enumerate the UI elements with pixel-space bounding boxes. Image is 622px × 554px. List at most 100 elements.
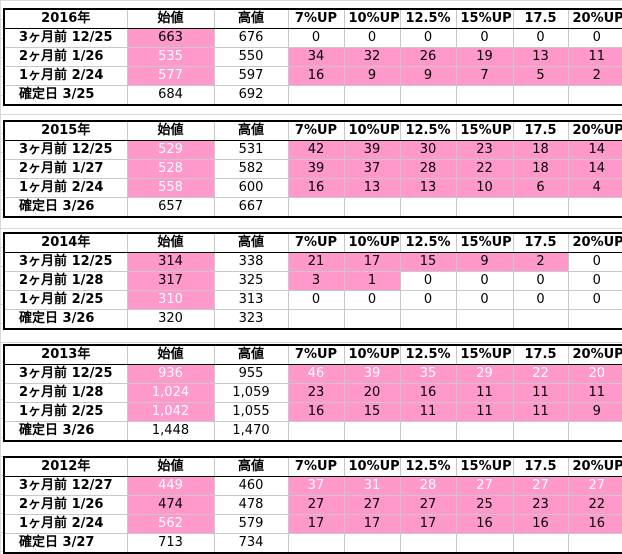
up-count-cell[interactable]: 35 (399, 364, 457, 384)
up-count-cell[interactable]: 9 (567, 402, 622, 422)
up-count-cell[interactable]: 25 (455, 495, 514, 515)
column-header-cell[interactable]: 7%UP (287, 344, 345, 365)
up-count-cell[interactable]: 16 (287, 178, 345, 198)
up-count-cell[interactable] (399, 309, 457, 330)
open-price-cell[interactable]: 684 (126, 85, 215, 106)
year-cell[interactable]: 2013年 (3, 344, 128, 365)
row-label-cell[interactable]: 1ヶ月前 2/25 (3, 290, 128, 310)
up-count-cell[interactable]: 14 (567, 140, 622, 160)
column-header-cell[interactable]: 始値 (126, 232, 215, 253)
up-count-cell[interactable] (567, 197, 622, 218)
column-header-cell[interactable]: 20%UP (567, 8, 622, 29)
up-count-cell[interactable]: 11 (567, 383, 622, 403)
up-count-cell[interactable] (343, 309, 401, 330)
column-header-cell[interactable]: 10%UP (343, 8, 401, 29)
up-count-cell[interactable]: 31 (343, 476, 401, 496)
year-cell[interactable]: 2015年 (3, 120, 128, 141)
row-label-cell[interactable]: 確定日 3/27 (3, 533, 128, 554)
up-count-cell[interactable] (343, 197, 401, 218)
row-label-cell[interactable]: 3ヶ月前 12/25 (3, 28, 128, 48)
up-count-cell[interactable]: 0 (399, 290, 457, 310)
high-price-cell[interactable]: 550 (213, 47, 289, 67)
up-count-cell[interactable]: 27 (287, 495, 345, 515)
column-header-cell[interactable]: 17.5 (512, 344, 569, 365)
up-count-cell[interactable] (512, 309, 569, 330)
up-count-cell[interactable]: 23 (287, 383, 345, 403)
up-count-cell[interactable]: 13 (399, 178, 457, 198)
high-price-cell[interactable]: 667 (213, 197, 289, 218)
up-count-cell[interactable]: 22 (567, 495, 622, 515)
up-count-cell[interactable]: 37 (287, 476, 345, 496)
column-header-cell[interactable]: 始値 (126, 120, 215, 141)
up-count-cell[interactable]: 0 (287, 290, 345, 310)
open-price-cell[interactable]: 562 (126, 514, 215, 534)
open-price-cell[interactable]: 320 (126, 309, 215, 330)
up-count-cell[interactable] (287, 85, 345, 106)
up-count-cell[interactable]: 19 (455, 47, 514, 67)
up-count-cell[interactable]: 27 (567, 476, 622, 496)
up-count-cell[interactable]: 0 (512, 271, 569, 291)
up-count-cell[interactable]: 22 (455, 159, 514, 179)
up-count-cell[interactable]: 16 (399, 383, 457, 403)
open-price-cell[interactable]: 713 (126, 533, 215, 554)
up-count-cell[interactable]: 10 (455, 178, 514, 198)
column-header-cell[interactable]: 高値 (213, 232, 289, 253)
column-header-cell[interactable]: 17.5 (512, 120, 569, 141)
high-price-cell[interactable]: 313 (213, 290, 289, 310)
column-header-cell[interactable]: 12.5% (399, 120, 457, 141)
row-label-cell[interactable]: 1ヶ月前 2/25 (3, 402, 128, 422)
up-count-cell[interactable] (287, 197, 345, 218)
up-count-cell[interactable] (512, 85, 569, 106)
high-price-cell[interactable]: 460 (213, 476, 289, 496)
column-header-cell[interactable]: 始値 (126, 456, 215, 477)
column-header-cell[interactable]: 10%UP (343, 232, 401, 253)
up-count-cell[interactable]: 39 (343, 364, 401, 384)
high-price-cell[interactable]: 597 (213, 66, 289, 86)
up-count-cell[interactable] (512, 533, 569, 554)
up-count-cell[interactable]: 1 (343, 271, 401, 291)
open-price-cell[interactable]: 1,024 (126, 383, 215, 403)
up-count-cell[interactable]: 9 (399, 66, 457, 86)
up-count-cell[interactable] (343, 421, 401, 442)
column-header-cell[interactable]: 高値 (213, 8, 289, 29)
up-count-cell[interactable] (455, 85, 514, 106)
column-header-cell[interactable]: 15%UP (455, 456, 514, 477)
high-price-cell[interactable]: 1,055 (213, 402, 289, 422)
up-count-cell[interactable]: 9 (455, 252, 514, 272)
up-count-cell[interactable]: 11 (512, 402, 569, 422)
column-header-cell[interactable]: 15%UP (455, 344, 514, 365)
column-header-cell[interactable]: 始値 (126, 8, 215, 29)
up-count-cell[interactable] (567, 85, 622, 106)
up-count-cell[interactable] (455, 309, 514, 330)
row-label-cell[interactable]: 2ヶ月前 1/27 (3, 159, 128, 179)
up-count-cell[interactable]: 17 (343, 252, 401, 272)
up-count-cell[interactable]: 0 (567, 271, 622, 291)
up-count-cell[interactable]: 0 (567, 28, 622, 48)
row-label-cell[interactable]: 確定日 3/26 (3, 309, 128, 330)
up-count-cell[interactable]: 0 (399, 28, 457, 48)
up-count-cell[interactable]: 11 (567, 47, 622, 67)
up-count-cell[interactable]: 0 (512, 290, 569, 310)
column-header-cell[interactable]: 20%UP (567, 456, 622, 477)
up-count-cell[interactable]: 27 (399, 495, 457, 515)
column-header-cell[interactable]: 15%UP (455, 8, 514, 29)
up-count-cell[interactable] (343, 533, 401, 554)
open-price-cell[interactable]: 529 (126, 140, 215, 160)
up-count-cell[interactable]: 27 (455, 476, 514, 496)
row-label-cell[interactable]: 3ヶ月前 12/27 (3, 476, 128, 496)
up-count-cell[interactable] (455, 533, 514, 554)
high-price-cell[interactable]: 692 (213, 85, 289, 106)
open-price-cell[interactable]: 1,448 (126, 421, 215, 442)
up-count-cell[interactable]: 16 (512, 514, 569, 534)
high-price-cell[interactable]: 338 (213, 252, 289, 272)
column-header-cell[interactable]: 12.5% (399, 8, 457, 29)
up-count-cell[interactable]: 0 (455, 290, 514, 310)
column-header-cell[interactable]: 20%UP (567, 232, 622, 253)
high-price-cell[interactable]: 1,470 (213, 421, 289, 442)
open-price-cell[interactable]: 1,042 (126, 402, 215, 422)
up-count-cell[interactable]: 17 (287, 514, 345, 534)
column-header-cell[interactable]: 7%UP (287, 120, 345, 141)
row-label-cell[interactable]: 確定日 3/26 (3, 421, 128, 442)
up-count-cell[interactable]: 15 (399, 252, 457, 272)
up-count-cell[interactable]: 32 (343, 47, 401, 67)
